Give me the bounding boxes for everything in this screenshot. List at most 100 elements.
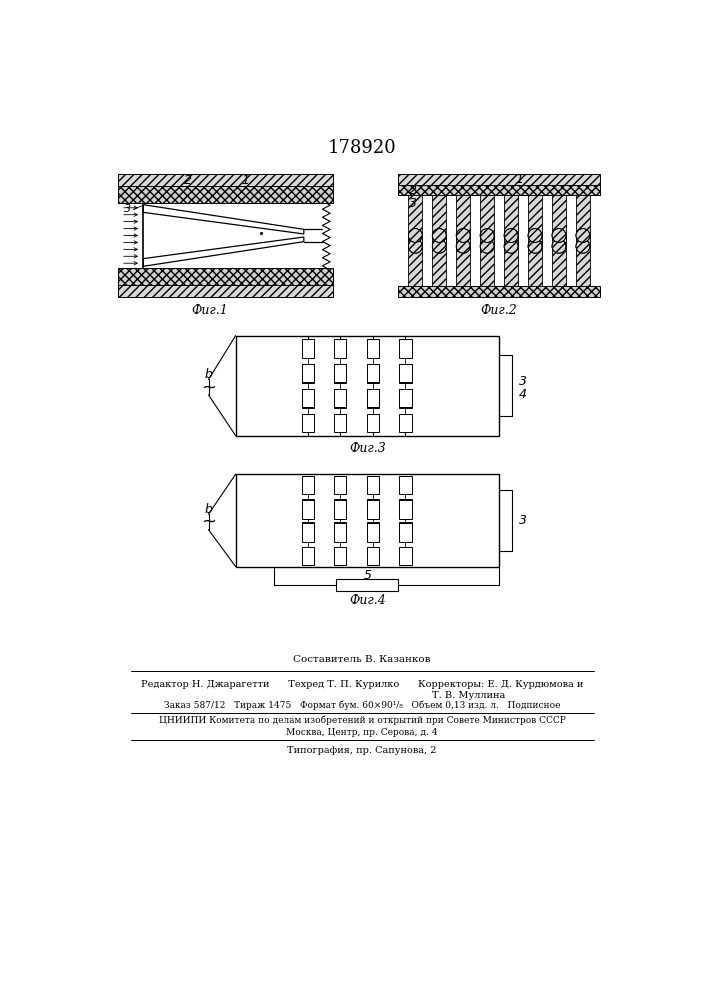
Text: 3: 3 xyxy=(518,375,527,388)
Text: Заказ 587/12   Тираж 1475   Формат бум. 60×90¹/₈   Объем 0,13 изд. л.   Подписно: Заказ 587/12 Тираж 1475 Формат бум. 60×9… xyxy=(164,701,560,710)
Bar xyxy=(399,389,411,408)
Text: Фиг.3: Фиг.3 xyxy=(349,442,386,455)
Bar xyxy=(367,389,379,408)
Ellipse shape xyxy=(409,229,422,242)
Bar xyxy=(367,522,379,540)
Bar xyxy=(334,364,346,383)
Bar xyxy=(301,364,314,382)
Bar xyxy=(399,547,411,565)
Bar xyxy=(118,285,332,297)
Bar xyxy=(399,414,411,432)
Text: Фиг.2: Фиг.2 xyxy=(481,304,518,317)
Bar xyxy=(367,523,379,542)
Bar xyxy=(337,579,398,591)
Bar xyxy=(399,499,411,517)
Bar xyxy=(334,499,346,517)
Ellipse shape xyxy=(480,229,494,242)
Text: Фиг.1: Фиг.1 xyxy=(191,304,228,317)
Ellipse shape xyxy=(432,239,446,253)
Bar xyxy=(235,474,499,567)
Bar xyxy=(456,195,470,246)
Bar xyxy=(301,389,314,407)
Bar xyxy=(399,523,411,542)
Bar xyxy=(301,414,314,432)
Bar xyxy=(409,235,422,286)
Bar xyxy=(334,389,346,408)
Bar xyxy=(399,476,411,494)
Ellipse shape xyxy=(504,239,518,253)
Text: Редактор Н. Джарагетти      Техред Т. П. Курилко      Корректоры: Е. Д. Курдюмов: Редактор Н. Джарагетти Техред Т. П. Кури… xyxy=(141,680,583,689)
Bar xyxy=(504,195,518,246)
Ellipse shape xyxy=(528,229,542,242)
Bar xyxy=(480,235,494,286)
Bar xyxy=(480,195,494,246)
Ellipse shape xyxy=(480,239,494,253)
Bar xyxy=(334,414,346,432)
Bar xyxy=(367,476,379,494)
Bar xyxy=(301,364,314,383)
Text: 2: 2 xyxy=(409,184,417,197)
Ellipse shape xyxy=(576,239,590,253)
Bar xyxy=(334,339,346,358)
Text: 3: 3 xyxy=(124,204,131,214)
Bar xyxy=(301,500,314,519)
Bar xyxy=(301,389,314,408)
Text: ~: ~ xyxy=(201,513,216,531)
Text: 178920: 178920 xyxy=(327,139,397,157)
Bar xyxy=(367,364,379,383)
Bar xyxy=(334,364,346,382)
Bar xyxy=(301,547,314,565)
Polygon shape xyxy=(144,205,304,234)
Bar xyxy=(552,235,566,286)
Ellipse shape xyxy=(432,229,446,242)
Bar xyxy=(432,235,446,286)
Bar xyxy=(301,339,314,358)
Bar xyxy=(398,185,600,195)
Ellipse shape xyxy=(409,239,422,253)
Bar xyxy=(301,522,314,540)
Bar xyxy=(456,235,470,286)
Bar xyxy=(399,364,411,383)
Text: 4: 4 xyxy=(518,388,527,401)
Bar xyxy=(528,195,542,246)
Bar xyxy=(235,336,499,436)
Ellipse shape xyxy=(456,229,470,242)
Text: ЦНИИПИ Комитета по делам изобретений и открытий при Совете Министров СССР: ЦНИИПИ Комитета по делам изобретений и о… xyxy=(158,715,566,725)
Bar xyxy=(301,499,314,517)
Bar xyxy=(552,195,566,246)
Bar xyxy=(367,500,379,519)
Bar xyxy=(118,186,332,203)
Text: Типография, пр. Сапунова, 2: Типография, пр. Сапунова, 2 xyxy=(287,746,437,755)
Ellipse shape xyxy=(552,229,566,242)
Text: 2: 2 xyxy=(184,174,192,187)
Bar xyxy=(367,389,379,407)
Bar xyxy=(409,195,422,246)
Text: Т. В. Муллина: Т. В. Муллина xyxy=(431,691,505,700)
Bar xyxy=(334,523,346,542)
Bar xyxy=(118,174,332,186)
Bar xyxy=(334,476,346,494)
Polygon shape xyxy=(144,237,304,266)
Bar xyxy=(432,195,446,246)
Bar xyxy=(367,414,379,432)
Text: ~: ~ xyxy=(201,378,216,396)
Bar xyxy=(367,364,379,382)
Text: 1: 1 xyxy=(515,173,523,186)
Bar xyxy=(399,500,411,519)
Bar xyxy=(301,523,314,542)
Bar xyxy=(118,268,332,285)
Bar xyxy=(367,499,379,517)
Text: b: b xyxy=(204,368,212,381)
Text: 1: 1 xyxy=(242,174,250,187)
Bar xyxy=(334,500,346,519)
Text: 3: 3 xyxy=(518,514,527,527)
Bar xyxy=(367,339,379,358)
Bar xyxy=(399,522,411,540)
Bar xyxy=(367,547,379,565)
Ellipse shape xyxy=(552,239,566,253)
Ellipse shape xyxy=(456,239,470,253)
Text: Москва, Центр, пр. Серова, д. 4: Москва, Центр, пр. Серова, д. 4 xyxy=(286,728,438,737)
Bar xyxy=(399,389,411,407)
Text: 3: 3 xyxy=(409,197,417,210)
Bar xyxy=(334,522,346,540)
